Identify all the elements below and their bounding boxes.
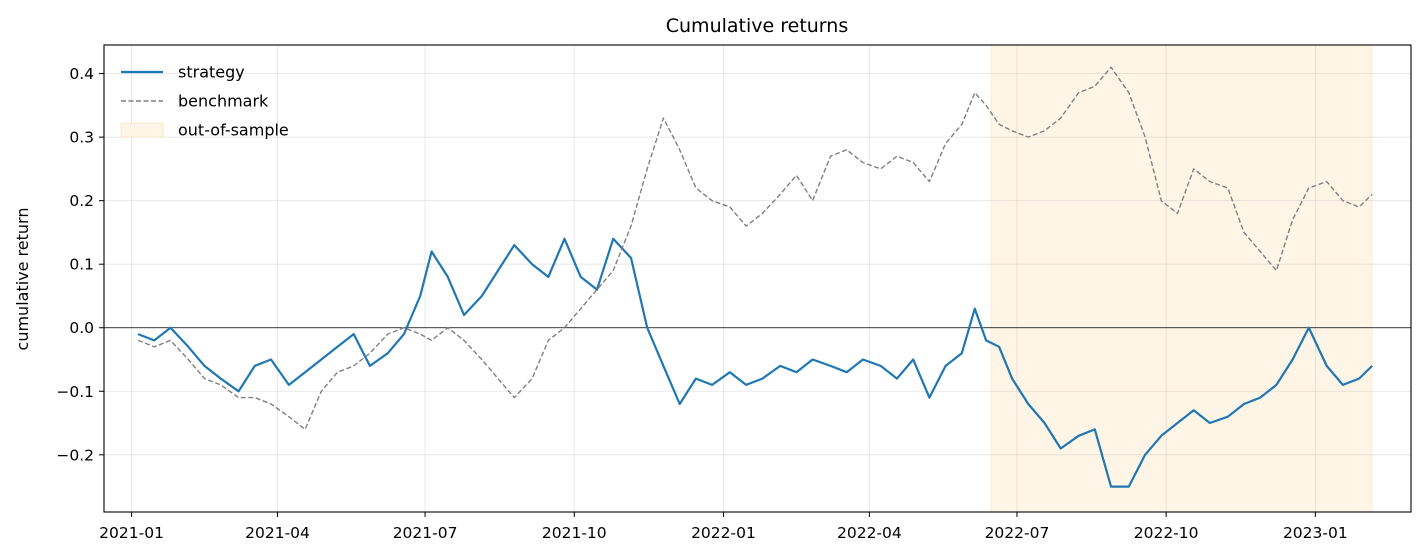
- y-axis-label: cumulative return: [13, 208, 32, 351]
- x-tick-label: 2021-10: [542, 524, 607, 542]
- x-tick-label: 2022-10: [1134, 524, 1199, 542]
- benchmark-line: [137, 66, 1373, 431]
- y-tick-label: 0.1: [69, 256, 94, 274]
- legend-label-out-of-sample: out-of-sample: [178, 121, 289, 140]
- x-tick-label: 2021-04: [245, 524, 310, 542]
- legend-label-strategy: strategy: [178, 63, 245, 82]
- x-tick-label: 2022-01: [691, 524, 756, 542]
- axes-frame: [103, 44, 1412, 513]
- out-of-sample-region: [990, 44, 1373, 513]
- x-tick-label: 2022-04: [837, 524, 902, 542]
- y-tick-label: −0.2: [56, 446, 94, 464]
- x-tick-label: 2022-07: [985, 524, 1050, 542]
- y-tick-label: 0.3: [69, 129, 94, 147]
- legend-label-benchmark: benchmark: [178, 92, 269, 111]
- legend-swatch-out-of-sample: [120, 122, 164, 138]
- y-tick-label: 0.4: [69, 65, 94, 83]
- y-tick-label: −0.1: [56, 383, 94, 401]
- legend: strategy benchmark out-of-sample: [120, 63, 289, 140]
- y-tick-label: 0.0: [69, 319, 94, 337]
- chart-title: Cumulative returns: [666, 15, 848, 37]
- x-tick-label: 2021-01: [99, 524, 164, 542]
- x-tick-label: 2023-01: [1283, 524, 1348, 542]
- strategy-line: [137, 237, 1373, 488]
- plot-area: 2021-01 2021-04 2021-07 2021-10 2022-01 2022-…: [56, 44, 1412, 542]
- x-tick-label: 2021-07: [393, 524, 458, 542]
- y-tick-label: 0.2: [69, 192, 94, 210]
